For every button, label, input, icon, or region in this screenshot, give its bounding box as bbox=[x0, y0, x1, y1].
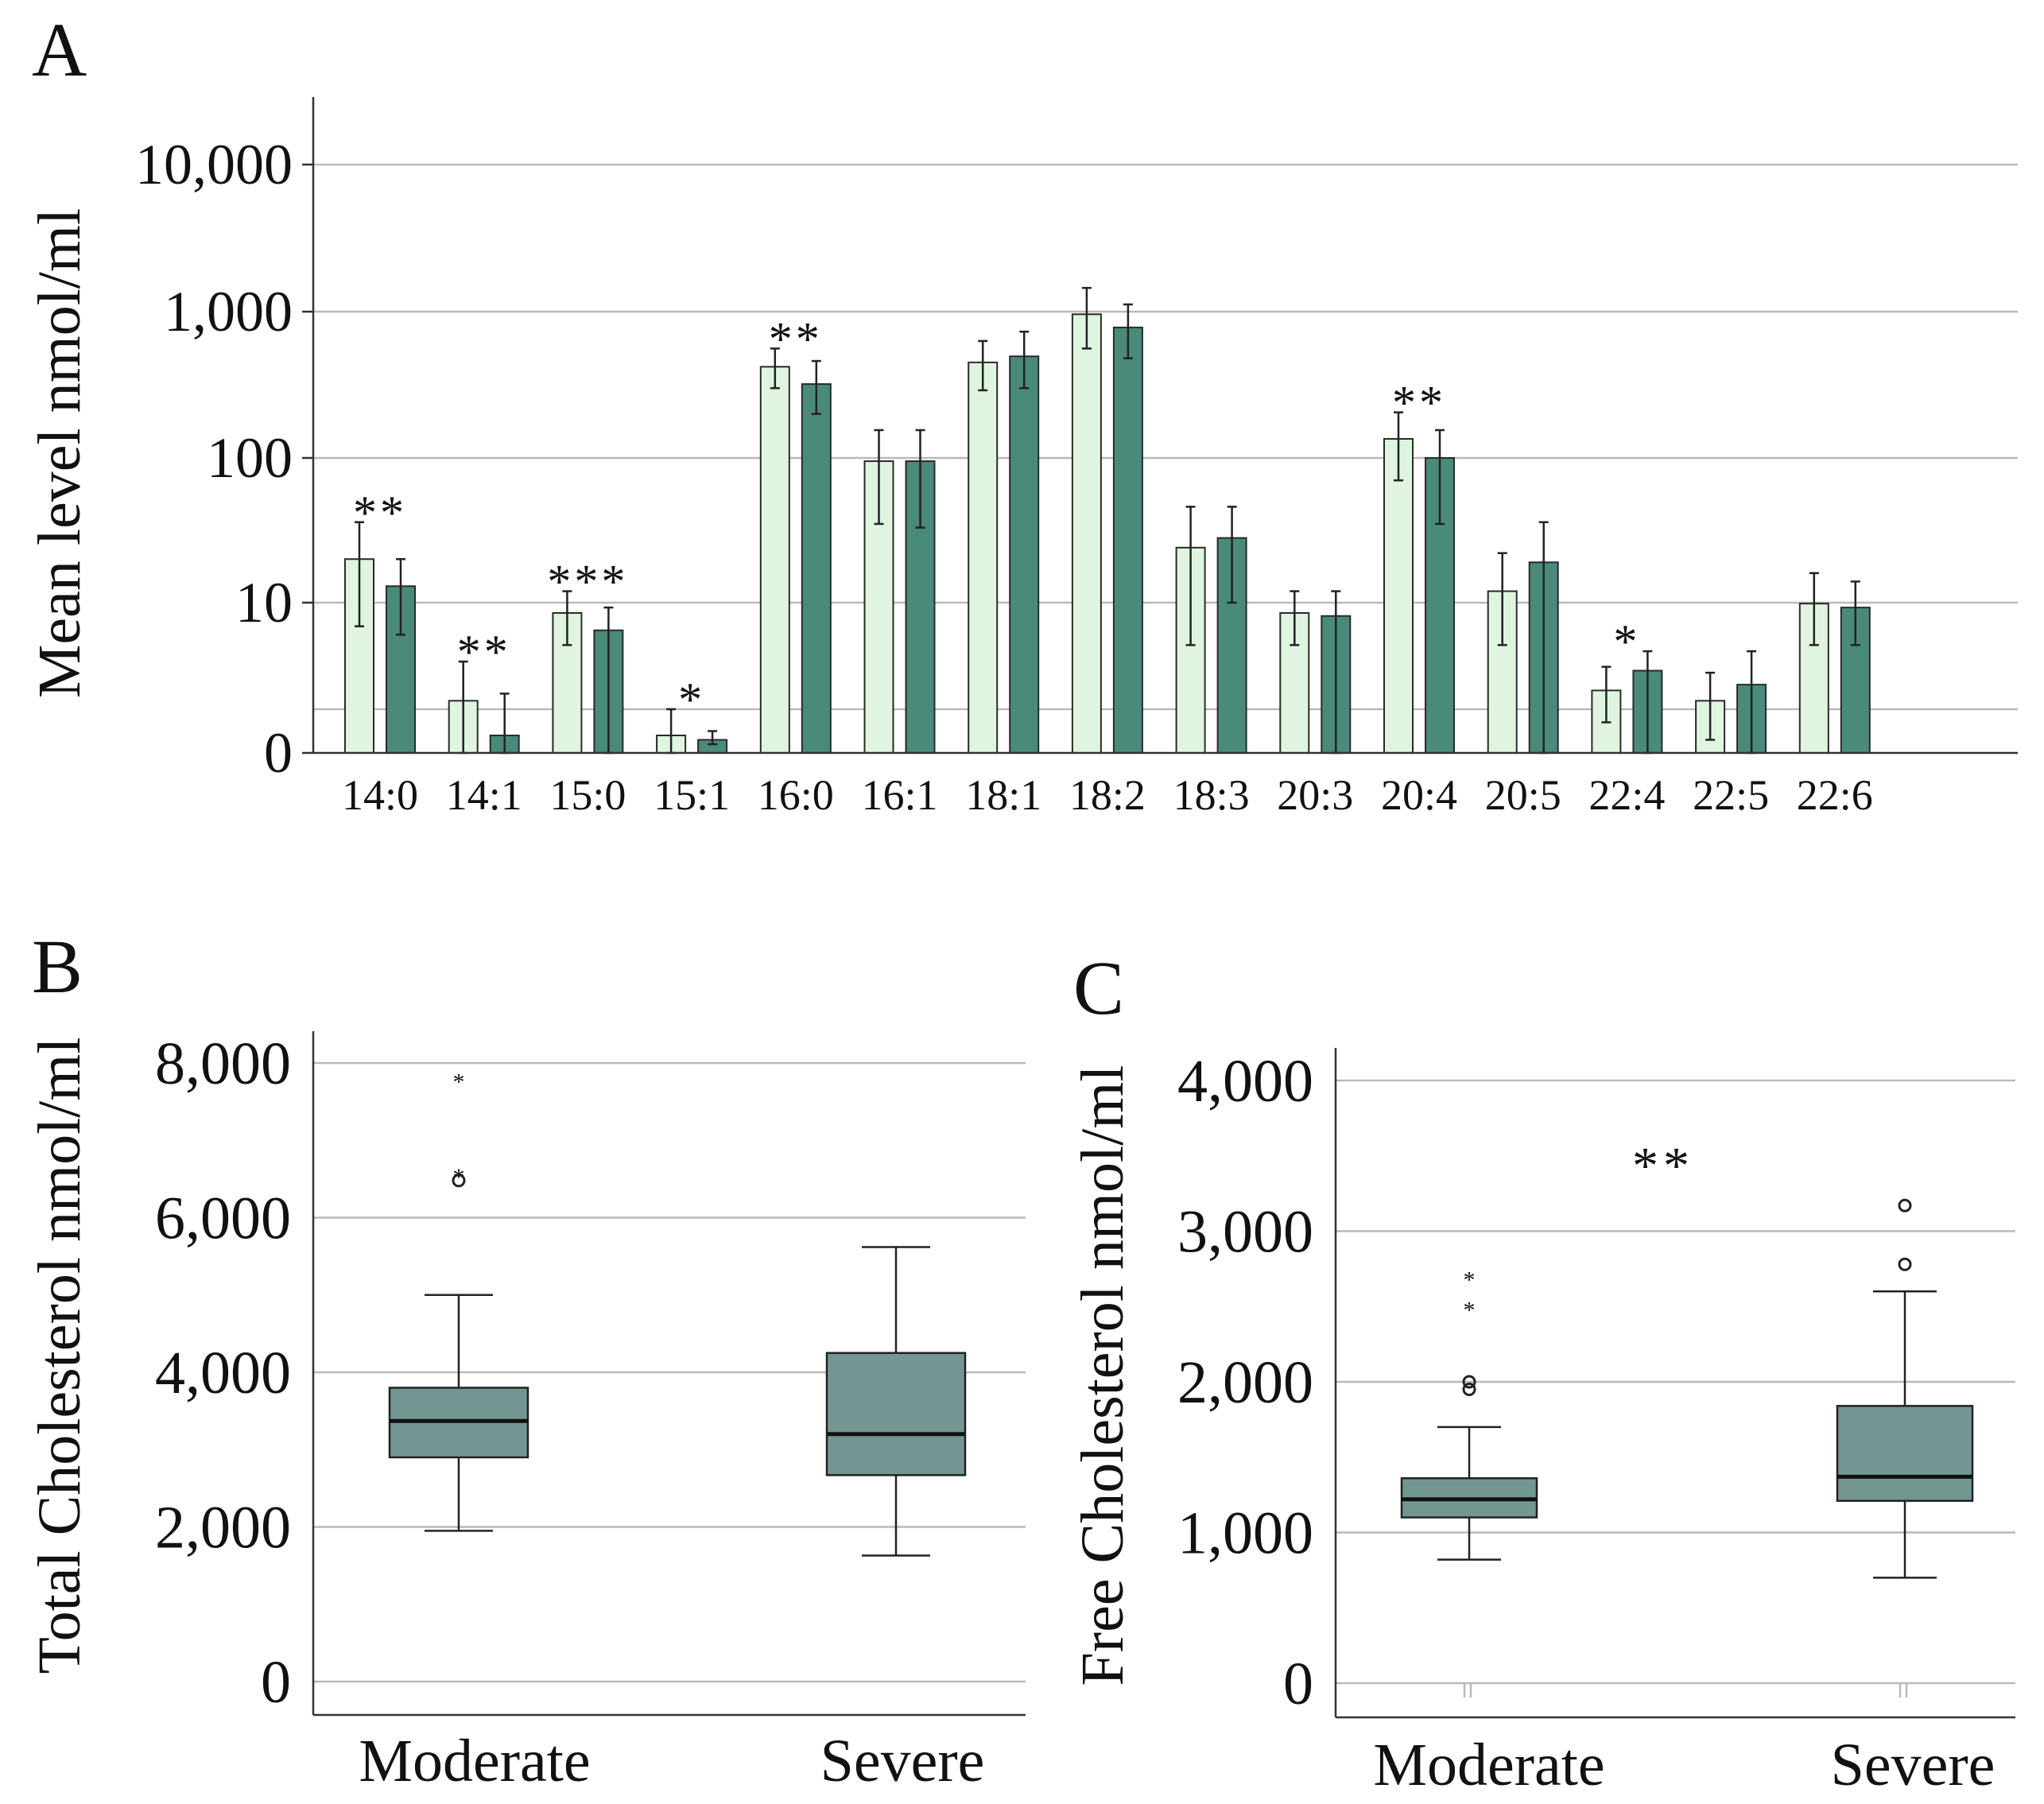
panel-a-y-tick-label: 1,000 bbox=[164, 280, 293, 343]
panel-c: C 0 1,000 2,000 3,000 4,000 Free Cholesterol… bbox=[1069, 945, 2015, 1798]
bar-severe-18-1 bbox=[1009, 355, 1040, 754]
significance-marker: *** bbox=[547, 556, 628, 608]
panel-b-y-ticks: 0 2,000 4,000 6,000 8,000 bbox=[155, 1030, 291, 1716]
extreme-moderate: * bbox=[453, 1164, 465, 1190]
panel-c-y-tick-label: 1,000 bbox=[1177, 1500, 1313, 1567]
panel-b-y-tick-label: 8,000 bbox=[155, 1030, 291, 1097]
significance-marker: * bbox=[678, 673, 705, 726]
panel-a-x-tick-label: 20:5 bbox=[1485, 771, 1561, 819]
bar-moderate-18-1 bbox=[968, 361, 999, 754]
panel-a-y-axis-title: Mean level nmol/ml bbox=[26, 208, 93, 698]
panel-a-x-tick-label: 14:1 bbox=[446, 771, 522, 819]
outlier-moderate bbox=[1462, 1382, 1476, 1396]
bar-severe-18-2 bbox=[1112, 326, 1143, 754]
panel-c-y-tick-label: 4,000 bbox=[1177, 1048, 1313, 1115]
panel-c-x-tick-label: Severe bbox=[1831, 1732, 1996, 1798]
panel-b-boxes: ** bbox=[388, 1069, 967, 1557]
panel-a-x-tick-label: 22:4 bbox=[1588, 771, 1665, 819]
panel-c-y-ticks: 0 1,000 2,000 3,000 4,000 bbox=[1177, 1048, 1313, 1717]
panel-a: A 0 10 100 1,000 10,000 Mean level nmol/ml 1… bbox=[26, 7, 2018, 819]
panel-c-letter: C bbox=[1073, 945, 1124, 1030]
extreme-moderate: * bbox=[453, 1069, 465, 1095]
panel-a-y-tick-label: 100 bbox=[207, 426, 293, 490]
panel-b-y-tick-label: 2,000 bbox=[155, 1495, 291, 1562]
panel-c-x-tick-label: Moderate bbox=[1373, 1732, 1604, 1798]
box-severe bbox=[1836, 1405, 1974, 1502]
bar-severe-16-0 bbox=[801, 383, 832, 754]
panel-a-y-tick-label: 10 bbox=[235, 571, 293, 634]
panel-a-x-tick-label: 16:1 bbox=[861, 771, 937, 819]
panel-a-letter: A bbox=[32, 7, 87, 92]
bar-moderate-20-4 bbox=[1383, 438, 1414, 755]
panel-a-x-ticks: 14:0 14:1 15:0 15:1 16:0 16:1 18:1 18:2 18:3 20:3… bbox=[342, 771, 1873, 819]
outlier-moderate bbox=[452, 1174, 466, 1188]
panel-a-x-tick-label: 18:3 bbox=[1173, 771, 1250, 819]
significance-marker: ** bbox=[457, 626, 511, 678]
significance-marker: * bbox=[1613, 615, 1640, 668]
panel-c-gridlines bbox=[1336, 1079, 2015, 1685]
panel-a-x-tick-label: 16:0 bbox=[758, 771, 834, 819]
bar-moderate-16-0 bbox=[759, 366, 790, 754]
panel-a-x-tick-label: 20:4 bbox=[1381, 771, 1457, 819]
panel-b-y-axis-title: Total Cholesterol nmol/ml bbox=[26, 1037, 93, 1674]
panel-a-x-tick-label: 18:2 bbox=[1069, 771, 1146, 819]
panel-b-y-tick-label: 0 bbox=[261, 1649, 291, 1716]
outlier-moderate bbox=[1462, 1375, 1476, 1389]
panel-a-x-tick-label: 20:3 bbox=[1277, 771, 1353, 819]
panel-a-x-tick-label: 14:0 bbox=[342, 771, 418, 819]
panel-b-letter: B bbox=[32, 924, 83, 1009]
outlier-severe bbox=[1898, 1257, 1912, 1271]
panel-c-y-tick-label: 0 bbox=[1283, 1651, 1313, 1717]
panel-a-x-tick-label: 15:1 bbox=[654, 771, 730, 819]
panel-b-y-tick-label: 4,000 bbox=[155, 1340, 291, 1406]
panel-a-y-tick-label: 0 bbox=[264, 721, 293, 785]
panel-a-significance: ************* bbox=[353, 312, 1640, 726]
panel-c-significance: ** bbox=[1632, 1137, 1694, 1195]
panel-a-y-tick-label: 10,000 bbox=[135, 133, 293, 196]
panel-a-x-tick-label: 18:1 bbox=[965, 771, 1041, 819]
panel-c-y-axis-title: Free Cholesterol nmol/ml bbox=[1069, 1065, 1136, 1686]
significance-marker: ** bbox=[353, 487, 407, 539]
panel-b: B 0 2,000 4,000 6,000 8,000 Total Cholestero… bbox=[26, 924, 1026, 1794]
panel-a-bars bbox=[344, 286, 1871, 755]
panel-a-x-tick-label: 15:0 bbox=[549, 771, 626, 819]
bar-moderate-18-2 bbox=[1071, 313, 1102, 754]
panel-b-x-ticks: Moderate Severe bbox=[359, 1728, 984, 1794]
panel-a-x-tick-label: 22:5 bbox=[1693, 771, 1769, 819]
panel-c-y-tick-label: 3,000 bbox=[1177, 1199, 1313, 1266]
box-severe bbox=[825, 1352, 967, 1476]
panel-b-x-tick-label: Severe bbox=[820, 1728, 985, 1794]
panel-a-y-ticks: 0 10 100 1,000 10,000 bbox=[135, 133, 313, 785]
extreme-moderate: * bbox=[1464, 1267, 1476, 1293]
panel-c-boxes: ** bbox=[1400, 1198, 1974, 1579]
panel-c-y-tick-label: 2,000 bbox=[1177, 1349, 1313, 1416]
outlier-severe bbox=[1898, 1198, 1912, 1212]
significance-marker: ** bbox=[769, 312, 823, 365]
significance-marker: ** bbox=[1392, 377, 1446, 429]
panel-b-y-tick-label: 6,000 bbox=[155, 1185, 291, 1252]
panel-c-x-ticks: Moderate Severe bbox=[1373, 1683, 1995, 1798]
panel-a-x-tick-label: 22:6 bbox=[1797, 771, 1873, 819]
panel-b-x-tick-label: Moderate bbox=[359, 1728, 590, 1794]
extreme-moderate: * bbox=[1464, 1297, 1476, 1323]
